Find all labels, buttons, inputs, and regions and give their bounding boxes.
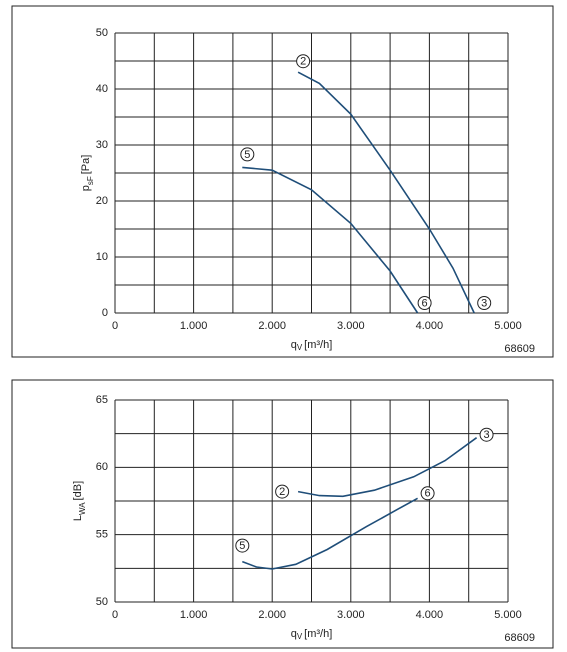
x-tick-label: 3.000 [337,320,365,332]
axis-label-unit: [dB] [72,481,84,501]
curve [297,437,478,498]
x-tick-label: 4.000 [416,609,444,621]
curve-marker-label: 2 [279,486,285,498]
axis-label-sub: V [297,632,303,641]
axis-label: LWA[dB] [72,481,87,521]
axis-label-main: q [291,628,297,640]
y-tick-label: 40 [96,83,108,95]
curve [242,166,419,314]
x-tick-label: 2.000 [258,609,286,621]
y-tick-label: 50 [96,596,108,608]
curve [297,71,475,314]
x-tick-label: 2.000 [258,320,286,332]
curve-marker-circle [296,54,311,69]
curve-marker-circle [235,538,250,553]
curve-marker-circle [417,296,432,310]
axis-label-unit: [Pa] [80,155,92,175]
axis-label-sub: WA [78,502,87,515]
axis-label-sub: sF [86,176,95,185]
curve-marker-label: 3 [481,297,487,309]
y-tick-label: 20 [96,195,108,207]
x-tick-label: 3.000 [337,609,365,621]
x-tick-label: 5.000 [494,320,522,332]
curve-marker-label: 5 [239,540,245,552]
axis-label-main: q [291,339,297,351]
axis-label-unit: [m³/h] [304,628,332,640]
axis-label-unit: [m³/h] [304,339,332,351]
x-tick-label: 0 [112,320,118,332]
y-tick-label: 55 [96,529,108,541]
axis-label-main: p [80,185,92,191]
x-tick-label: 4.000 [416,320,444,332]
curve-marker-circle [240,147,255,162]
curve [242,497,418,570]
y-tick-label: 30 [96,139,108,151]
curve-marker-circle [477,296,492,310]
panel-frame [11,5,554,358]
y-tick-label: 65 [96,394,108,406]
y-tick-label: 10 [96,251,108,263]
y-tick-label: 50 [96,27,108,39]
curve-marker-label: 6 [422,297,428,309]
curve-marker-label: 3 [483,429,489,441]
figure-code: 68609 [504,343,535,355]
axis-label-main: L [72,515,84,521]
axis-label: qV [m³/h] [291,339,333,352]
figure-code: 68609 [504,632,535,644]
y-tick-label: 0 [102,307,108,319]
panel-frame [11,379,554,649]
axis-label: psF[Pa] [80,155,95,192]
curve-marker-circle [420,486,435,501]
axis-label: qV [m³/h] [291,628,333,641]
curve-marker-label: 6 [425,488,431,500]
axis-label-sub: V [297,343,303,352]
curve-marker-label: 5 [244,149,250,161]
x-tick-label: 0 [112,609,118,621]
x-tick-label: 1.000 [180,609,208,621]
curve-marker-label: 2 [300,56,306,68]
curve-marker-circle [275,484,290,499]
x-tick-label: 5.000 [494,609,522,621]
x-tick-label: 1.000 [180,320,208,332]
curve-marker-circle [479,427,494,442]
y-tick-label: 60 [96,461,108,473]
